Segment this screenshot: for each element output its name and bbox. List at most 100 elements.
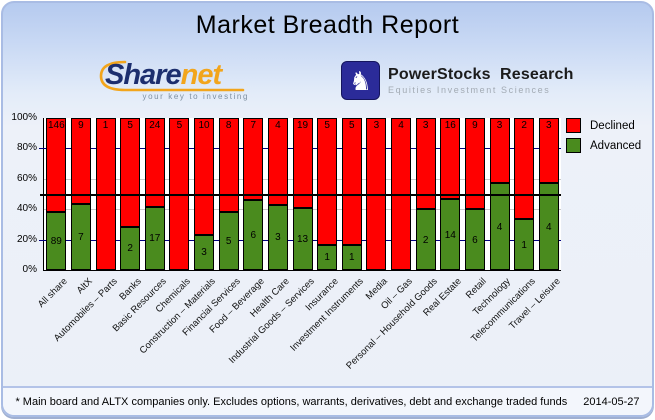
advanced-value: 2 [422, 234, 429, 246]
advanced-value: 3 [275, 232, 281, 244]
bar-segment-advanced: 17 [144, 206, 165, 270]
declined-value: 5 [324, 120, 330, 131]
bars: 146 89 9 7 1 5 2 24 17 5 10 3 8 5 7 6 4 3 19 13 5 1 5 1 3 4 3 2 16 14… [44, 118, 561, 270]
bar-segment-declined: 16 [440, 118, 461, 200]
y-tick-20: 20% [16, 233, 37, 245]
sharenet-tagline: your key to investing [142, 92, 249, 101]
declined-value: 8 [225, 120, 232, 131]
advanced-value: 3 [201, 247, 207, 259]
bar-slot: 146 89 [44, 118, 69, 270]
plot-area: 146 89 9 7 1 5 2 24 17 5 10 3 8 5 7 6 4 3 19 13 5 1 5 1 3 4 3 2 16 14… [39, 118, 561, 271]
footer-bar: * Main board and ALTX companies only. Ex… [3, 386, 652, 415]
bar-segment-advanced: 1 [317, 244, 338, 270]
bar-segment-advanced: 5 [218, 211, 239, 270]
bar-segment-declined: 3 [538, 118, 559, 184]
powerstocks-name: PowerStocks Research [388, 66, 574, 83]
bar-segment-declined: 5 [120, 118, 141, 227]
bar-slot: 16 14 [438, 118, 463, 270]
bar-segment-declined: 5 [317, 118, 338, 245]
declined-value: 3 [546, 120, 552, 131]
bar-segment-declined: 10 [194, 118, 215, 235]
bar-segment-advanced: 6 [243, 199, 264, 270]
bar-slot: 19 13 [290, 118, 315, 270]
bar-segment-advanced: 6 [464, 209, 485, 270]
bar-segment-declined: 146 [46, 118, 67, 213]
declined-value: 1 [102, 120, 109, 131]
legend-item-declined: Declined [566, 118, 641, 133]
bar-segment-advanced: 3 [194, 234, 215, 270]
bar-segment-declined: 5 [341, 118, 362, 245]
legend-item-advanced: Advanced [566, 138, 641, 153]
advanced-value: 4 [496, 221, 503, 233]
bar-segment-declined: 3 [415, 118, 436, 210]
declined-value: 16 [444, 120, 456, 131]
stacked-bar-7: 10 3 [194, 118, 215, 270]
stacked-bar-5: 24 17 [144, 118, 165, 270]
fifty-percent-line [40, 194, 561, 196]
powerstocks-subtitle: Equities Investment Sciences [388, 85, 551, 95]
powerstocks-logo: ♞ PowerStocks Research Equities Investme… [341, 61, 574, 100]
bar-segment-declined: 2 [514, 118, 535, 220]
declined-value: 24 [149, 120, 161, 131]
sharenet-word-main: Share [105, 59, 182, 91]
declined-value: 5 [349, 120, 355, 131]
declined-value: 4 [275, 120, 281, 131]
advanced-value: 1 [349, 252, 355, 264]
advanced-value: 7 [78, 231, 84, 243]
sharenet-wordmark: Sharenet [105, 59, 222, 92]
declined-value: 9 [472, 120, 478, 131]
y-tick-40: 40% [16, 203, 37, 215]
bar-segment-advanced: 14 [440, 199, 461, 270]
bar-segment-declined: 9 [70, 118, 91, 204]
legend-swatch [566, 138, 581, 153]
bar-segment-advanced: 1 [341, 244, 362, 270]
legend-label: Advanced [590, 139, 642, 152]
bar-segment-advanced: 2 [120, 226, 141, 270]
advanced-value: 5 [225, 235, 232, 247]
declined-value: 146 [47, 120, 65, 131]
stacked-bar-17: 16 14 [440, 118, 461, 270]
bar-slot: 24 17 [143, 118, 168, 270]
bar-segment-advanced: 13 [292, 208, 313, 270]
declined-value: 10 [198, 120, 210, 131]
declined-value: 5 [176, 120, 183, 131]
advanced-value: 2 [127, 243, 133, 255]
declined-value: 3 [373, 120, 380, 131]
page-title: Market Breadth Report [195, 11, 460, 39]
bar-segment-declined: 9 [464, 118, 485, 210]
legend: Declined Advanced [566, 118, 641, 158]
y-tick-0: 0% [22, 264, 37, 275]
declined-value: 9 [78, 120, 84, 131]
bar-segment-declined: 3 [489, 118, 510, 184]
chess-knight-icon: ♞ [341, 61, 380, 100]
declined-value: 2 [521, 120, 527, 131]
y-tick-100: 100% [11, 112, 37, 123]
advanced-value: 89 [50, 236, 62, 248]
sharenet-swoosh-icon [99, 60, 245, 92]
bar-segment-advanced: 7 [70, 203, 91, 270]
bar-segment-declined: 19 [292, 118, 313, 209]
bar-segment-advanced: 4 [538, 183, 559, 270]
advanced-value: 4 [546, 221, 552, 233]
advanced-value: 1 [521, 239, 527, 251]
